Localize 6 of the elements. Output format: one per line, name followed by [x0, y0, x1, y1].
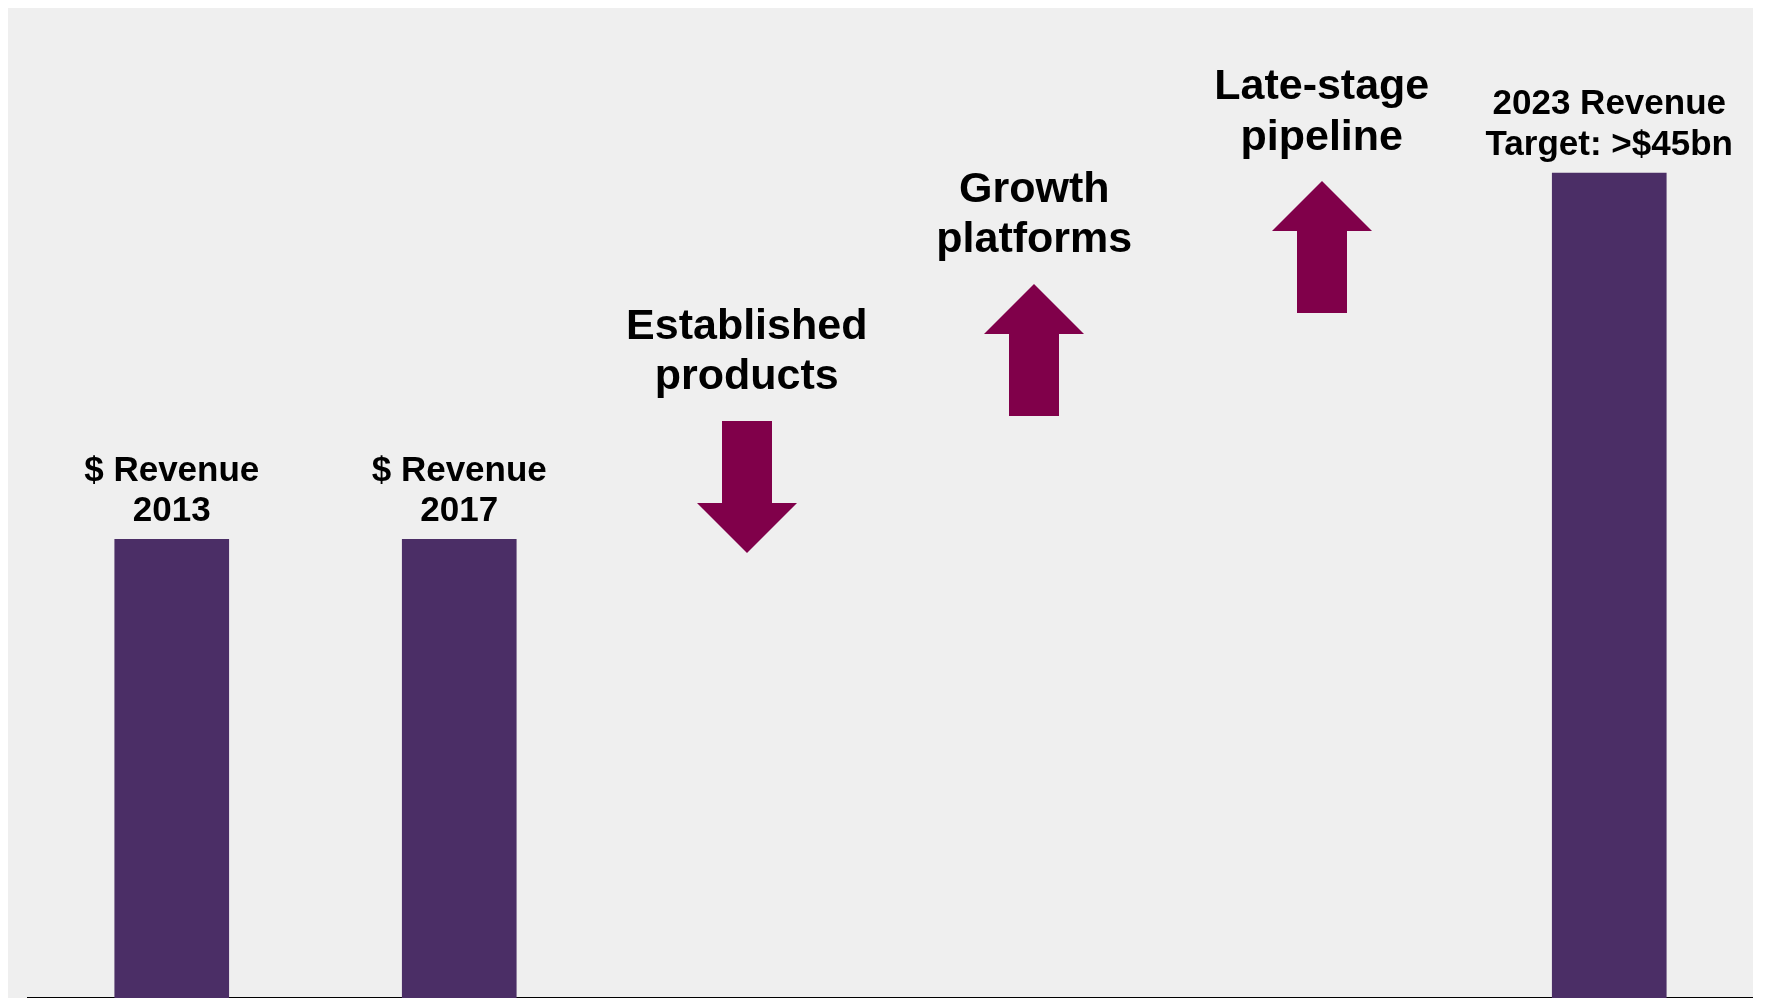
- x-tick-label: Established products: [626, 299, 868, 398]
- x-tick-label: $ Revenue 2013: [84, 448, 260, 529]
- x-tick-label: Late-stage pipeline: [1214, 60, 1430, 159]
- x-tick-label: $ Revenue 2017: [371, 448, 547, 529]
- x-tick-label: 2023 Revenue Target: >$45bn: [1485, 82, 1733, 163]
- x-tick-label: Growth platforms: [936, 162, 1133, 261]
